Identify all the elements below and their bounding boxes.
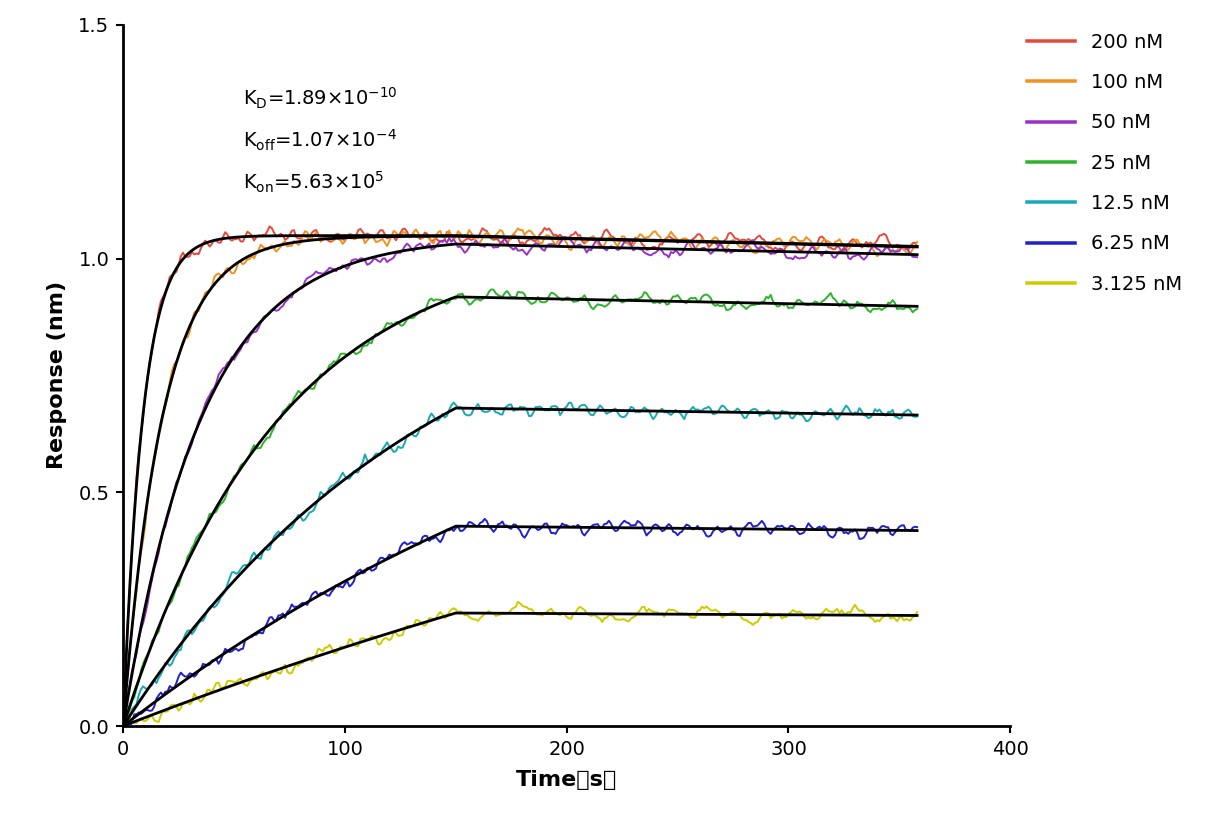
Y-axis label: Response (nm): Response (nm): [47, 281, 67, 469]
25 nM: [675, 296, 690, 306]
200 nM: [116, 721, 131, 731]
Line: 50 nM: 50 nM: [123, 237, 917, 726]
200 nM: [759, 238, 774, 248]
3.125 nM: [577, 605, 591, 615]
50 nM: [116, 721, 131, 731]
50 nM: [557, 232, 572, 242]
50 nM: [909, 252, 924, 262]
X-axis label: Time（s）: Time（s）: [516, 770, 617, 790]
50 nM: [675, 248, 690, 258]
12.5 nM: [116, 721, 131, 731]
12.5 nM: [759, 407, 774, 417]
6.25 nM: [695, 524, 710, 534]
100 nM: [781, 239, 796, 249]
25 nM: [759, 292, 774, 302]
12.5 nM: [222, 573, 237, 583]
100 nM: [675, 234, 690, 244]
100 nM: [510, 224, 525, 233]
3.125 nM: [692, 605, 707, 615]
200 nM: [262, 221, 277, 231]
3.125 nM: [759, 608, 774, 618]
Text: K$_\mathregular{on}$=5.63×10$^{5}$: K$_\mathregular{on}$=5.63×10$^{5}$: [243, 170, 384, 196]
12.5 nM: [446, 398, 461, 408]
6.25 nM: [761, 527, 776, 537]
200 nM: [692, 229, 707, 239]
6.25 nM: [784, 521, 798, 530]
12.5 nM: [577, 400, 591, 410]
Line: 6.25 nM: 6.25 nM: [123, 519, 917, 729]
3.125 nM: [222, 676, 237, 686]
Line: 12.5 nM: 12.5 nM: [123, 403, 917, 726]
6.25 nM: [224, 646, 239, 656]
6.25 nM: [121, 724, 136, 734]
50 nM: [781, 253, 796, 263]
200 nM: [577, 238, 591, 248]
25 nM: [909, 304, 924, 314]
Text: K$_\mathregular{D}$=1.89×10$^{-10}$: K$_\mathregular{D}$=1.89×10$^{-10}$: [243, 86, 398, 111]
25 nM: [484, 285, 499, 295]
3.125 nM: [510, 596, 525, 606]
6.25 nM: [909, 522, 924, 532]
100 nM: [759, 241, 774, 251]
200 nM: [222, 234, 237, 244]
25 nM: [692, 296, 707, 306]
200 nM: [675, 235, 690, 245]
12.5 nM: [675, 411, 690, 421]
3.125 nM: [909, 607, 924, 617]
25 nM: [781, 304, 796, 314]
Line: 100 nM: 100 nM: [123, 229, 917, 726]
Line: 25 nM: 25 nM: [123, 290, 917, 726]
6.25 nM: [116, 721, 131, 731]
50 nM: [577, 243, 591, 253]
3.125 nM: [781, 609, 796, 619]
25 nM: [222, 479, 237, 489]
50 nM: [692, 245, 707, 255]
Line: 3.125 nM: 3.125 nM: [123, 601, 917, 726]
25 nM: [116, 721, 131, 731]
Text: K$_\mathregular{off}$=1.07×10$^{-4}$: K$_\mathregular{off}$=1.07×10$^{-4}$: [243, 128, 397, 153]
50 nM: [759, 246, 774, 256]
100 nM: [909, 237, 924, 247]
12.5 nM: [692, 406, 707, 416]
12.5 nM: [909, 412, 924, 422]
3.125 nM: [675, 608, 690, 618]
200 nM: [909, 241, 924, 251]
6.25 nM: [477, 514, 492, 524]
3.125 nM: [116, 721, 131, 731]
6.25 nM: [579, 528, 594, 538]
25 nM: [577, 290, 591, 300]
Legend: 200 nM, 100 nM, 50 nM, 25 nM, 12.5 nM, 6.25 nM, 3.125 nM: 200 nM, 100 nM, 50 nM, 25 nM, 12.5 nM, 6…: [1019, 25, 1190, 302]
200 nM: [781, 240, 796, 250]
6.25 nM: [676, 522, 691, 532]
100 nM: [692, 238, 707, 248]
50 nM: [222, 356, 237, 366]
100 nM: [116, 721, 131, 731]
100 nM: [222, 266, 237, 276]
12.5 nM: [781, 408, 796, 417]
100 nM: [577, 237, 591, 247]
Line: 200 nM: 200 nM: [123, 226, 917, 726]
